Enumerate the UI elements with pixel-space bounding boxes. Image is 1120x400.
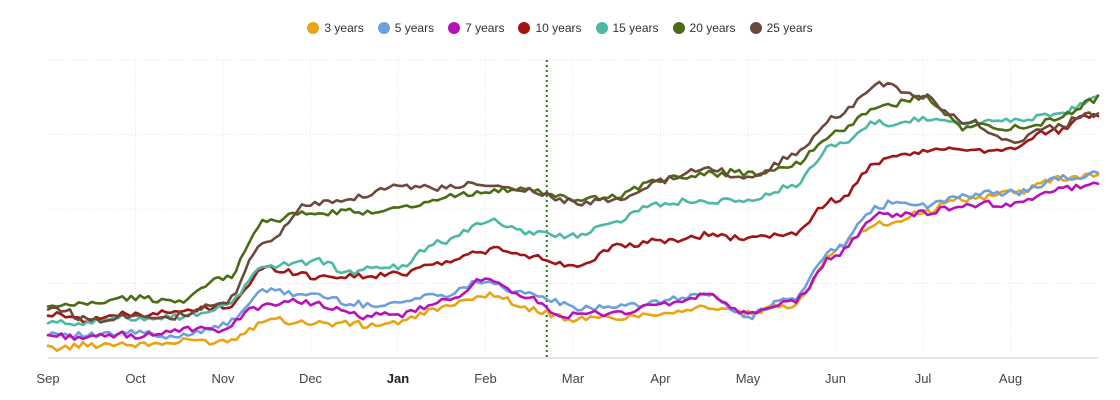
x-axis: Sep Oct Nov Dec Jan Feb Mar Apr May Jun Jul Aug [36, 371, 1022, 386]
legend-item[interactable]: 7 years [448, 21, 504, 35]
legend-label: 3 years [324, 21, 364, 35]
series-line-5-years[interactable] [46, 170, 1100, 340]
legend-item[interactable]: 20 years [672, 21, 736, 35]
legend-label: 25 years [766, 21, 813, 35]
legend-label: 5 years [394, 21, 435, 35]
x-tick-label: Apr [650, 371, 671, 386]
legend-dot-icon [307, 22, 320, 34]
legend-label: 20 years [689, 21, 736, 35]
x-tick-label: Feb [474, 371, 496, 386]
x-tick-label: Aug [999, 371, 1022, 386]
legend-dot-icon [672, 22, 685, 34]
x-tick-label: Sep [36, 371, 59, 386]
x-tick-label: Jan [387, 371, 409, 386]
legend-dot-icon [518, 22, 531, 34]
legend-dot-icon [749, 22, 762, 34]
x-tick-label: Mar [562, 371, 585, 386]
legend-item[interactable]: 5 years [377, 21, 435, 35]
series-line-10-years[interactable] [46, 112, 1100, 324]
x-tick-label: Nov [211, 371, 235, 386]
legend-item[interactable]: 3 years [307, 21, 364, 35]
legend-item[interactable]: 10 years [518, 21, 582, 35]
legend-label: 7 years [465, 21, 505, 35]
legend-label: 15 years [612, 21, 659, 35]
legend-dot-icon [377, 22, 390, 34]
legend-label: 10 years [535, 21, 582, 35]
chart-legend: 3 years 5 years 7 years 10 years 15 years 20 … [0, 18, 1120, 38]
legend-dot-icon [595, 22, 608, 34]
series-line-7-years[interactable] [46, 181, 1100, 341]
series-line-25-years[interactable] [46, 80, 1100, 324]
x-tick-label: Oct [125, 371, 146, 386]
series-line-3-years[interactable] [46, 172, 1100, 353]
x-tick-label: Dec [299, 371, 323, 386]
x-tick-label: May [736, 371, 761, 386]
legend-item[interactable]: 25 years [749, 21, 813, 35]
legend-dot-icon [448, 22, 461, 34]
x-tick-label: Jul [915, 371, 932, 386]
x-tick-label: Jun [825, 371, 846, 386]
legend-item[interactable]: 15 years [595, 21, 659, 35]
series-line-15-years[interactable] [46, 94, 1100, 327]
series-lines [46, 80, 1100, 353]
grid-lines [48, 59, 1098, 359]
